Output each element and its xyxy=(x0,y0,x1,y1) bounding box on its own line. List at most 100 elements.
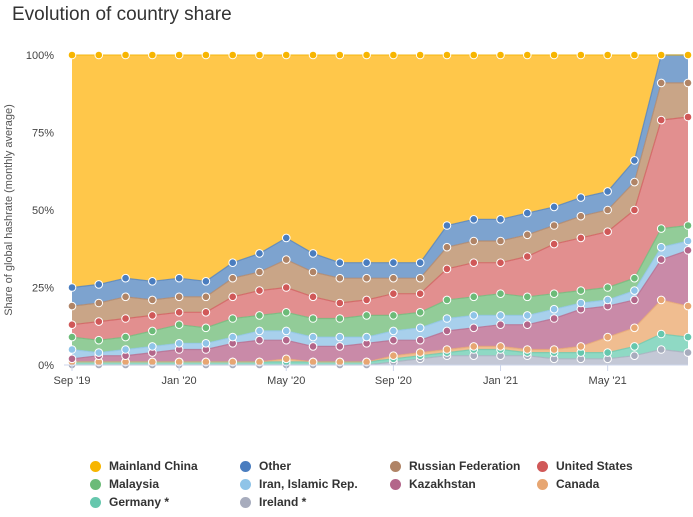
point-other[interactable] xyxy=(94,280,104,289)
point-russian-federation[interactable] xyxy=(630,177,639,187)
point-iran-islamic-rep[interactable] xyxy=(469,311,479,320)
point-united-states[interactable] xyxy=(281,283,291,292)
point-united-states[interactable] xyxy=(308,292,318,302)
point-canada[interactable] xyxy=(148,357,157,367)
point-kazakhstan[interactable] xyxy=(442,326,452,336)
point-other[interactable] xyxy=(308,249,318,258)
point-kazakhstan[interactable] xyxy=(496,320,505,330)
point-united-states[interactable] xyxy=(228,292,237,302)
point-iran-islamic-rep[interactable] xyxy=(148,342,157,351)
point-other[interactable] xyxy=(362,258,371,268)
point-mainland-china[interactable] xyxy=(523,50,532,60)
point-russian-federation[interactable] xyxy=(656,78,666,88)
legend-item-germany[interactable]: Germany * xyxy=(90,495,169,509)
point-mainland-china[interactable] xyxy=(549,50,559,60)
point-mainland-china[interactable] xyxy=(255,50,264,60)
point-mainland-china[interactable] xyxy=(67,50,77,60)
point-mainland-china[interactable] xyxy=(148,50,157,60)
point-russian-federation[interactable] xyxy=(603,205,612,215)
point-germany[interactable] xyxy=(630,342,639,351)
point-united-states[interactable] xyxy=(656,115,666,125)
point-iran-islamic-rep[interactable] xyxy=(442,314,452,323)
point-canada[interactable] xyxy=(308,357,318,367)
point-united-states[interactable] xyxy=(576,233,586,243)
point-malaysia[interactable] xyxy=(94,335,104,345)
legend-item-iran-islamic-rep[interactable]: Iran, Islamic Rep. xyxy=(240,477,358,491)
point-other[interactable] xyxy=(121,273,130,283)
point-kazakhstan[interactable] xyxy=(308,342,318,351)
point-russian-federation[interactable] xyxy=(389,273,398,283)
point-malaysia[interactable] xyxy=(148,326,157,336)
point-kazakhstan[interactable] xyxy=(469,323,479,333)
point-canada[interactable] xyxy=(389,351,398,361)
point-malaysia[interactable] xyxy=(255,311,264,320)
point-united-states[interactable] xyxy=(121,314,130,323)
point-russian-federation[interactable] xyxy=(94,298,104,308)
point-iran-islamic-rep[interactable] xyxy=(630,286,639,295)
point-other[interactable] xyxy=(523,208,532,218)
point-ireland[interactable] xyxy=(656,345,666,354)
point-mainland-china[interactable] xyxy=(683,50,693,60)
point-canada[interactable] xyxy=(228,357,237,367)
point-malaysia[interactable] xyxy=(656,224,666,233)
point-malaysia[interactable] xyxy=(67,332,77,342)
point-iran-islamic-rep[interactable] xyxy=(67,345,77,354)
area-iran-islamic-rep[interactable] xyxy=(72,241,688,359)
point-united-states[interactable] xyxy=(67,320,77,330)
point-iran-islamic-rep[interactable] xyxy=(683,236,693,246)
point-malaysia[interactable] xyxy=(603,283,612,292)
point-mainland-china[interactable] xyxy=(389,50,398,60)
legend-item-malaysia[interactable]: Malaysia xyxy=(90,477,159,491)
point-russian-federation[interactable] xyxy=(523,230,532,240)
point-russian-federation[interactable] xyxy=(576,211,586,221)
point-malaysia[interactable] xyxy=(174,320,184,330)
point-malaysia[interactable] xyxy=(469,292,479,302)
point-other[interactable] xyxy=(415,258,425,268)
point-other[interactable] xyxy=(174,273,184,283)
point-other[interactable] xyxy=(335,258,345,268)
point-canada[interactable] xyxy=(576,342,586,351)
point-united-states[interactable] xyxy=(335,298,345,308)
point-iran-islamic-rep[interactable] xyxy=(94,348,104,357)
point-ireland[interactable] xyxy=(630,351,639,361)
point-iran-islamic-rep[interactable] xyxy=(121,345,130,354)
point-russian-federation[interactable] xyxy=(121,292,130,302)
point-malaysia[interactable] xyxy=(576,286,586,295)
point-iran-islamic-rep[interactable] xyxy=(523,311,532,320)
point-iran-islamic-rep[interactable] xyxy=(255,326,264,336)
point-malaysia[interactable] xyxy=(683,221,693,230)
point-canada[interactable] xyxy=(335,357,345,367)
point-canada[interactable] xyxy=(523,345,532,354)
area-other[interactable] xyxy=(72,55,688,307)
point-russian-federation[interactable] xyxy=(469,236,479,246)
point-russian-federation[interactable] xyxy=(281,255,291,264)
point-united-states[interactable] xyxy=(362,295,371,305)
point-russian-federation[interactable] xyxy=(228,273,237,283)
point-malaysia[interactable] xyxy=(442,295,452,305)
point-other[interactable] xyxy=(281,233,291,243)
point-other[interactable] xyxy=(549,202,559,212)
point-united-states[interactable] xyxy=(442,264,452,274)
point-other[interactable] xyxy=(67,283,77,292)
point-russian-federation[interactable] xyxy=(308,267,318,277)
point-canada[interactable] xyxy=(201,357,211,367)
point-kazakhstan[interactable] xyxy=(630,295,639,305)
point-russian-federation[interactable] xyxy=(415,273,425,283)
point-canada[interactable] xyxy=(362,357,371,367)
point-malaysia[interactable] xyxy=(523,292,532,302)
point-mainland-china[interactable] xyxy=(201,50,211,60)
point-germany[interactable] xyxy=(656,329,666,339)
point-united-states[interactable] xyxy=(603,227,612,236)
area-russian-federation[interactable] xyxy=(72,82,688,325)
point-canada[interactable] xyxy=(415,348,425,357)
point-iran-islamic-rep[interactable] xyxy=(335,332,345,342)
point-other[interactable] xyxy=(603,187,612,196)
point-russian-federation[interactable] xyxy=(255,267,264,277)
point-canada[interactable] xyxy=(281,354,291,364)
point-malaysia[interactable] xyxy=(335,314,345,323)
point-malaysia[interactable] xyxy=(308,314,318,323)
point-canada[interactable] xyxy=(255,357,264,367)
point-russian-federation[interactable] xyxy=(174,292,184,302)
point-iran-islamic-rep[interactable] xyxy=(576,298,586,308)
point-canada[interactable] xyxy=(630,323,639,333)
